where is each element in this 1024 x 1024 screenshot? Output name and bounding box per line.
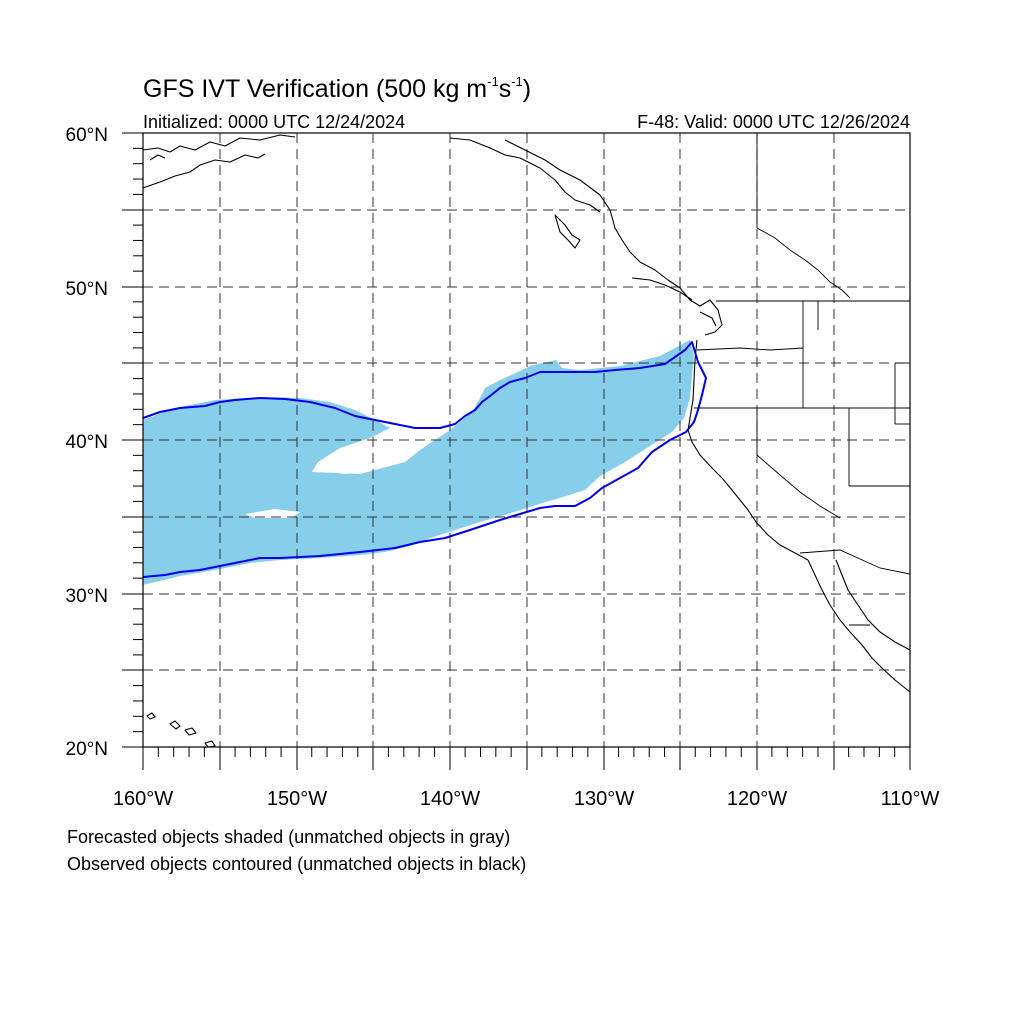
longitude-labels: 160°W 150°W 140°W 130°W 120°W 110°W — [113, 788, 940, 810]
forecast-ivt-object — [143, 340, 694, 585]
forecast-objects — [143, 340, 694, 585]
lon-label: 160°W — [113, 788, 173, 810]
lon-label: 130°W — [574, 788, 634, 810]
graticule — [143, 133, 910, 747]
lon-label: 120°W — [727, 788, 787, 810]
caption-observed: Observed objects contoured (unmatched ob… — [67, 854, 526, 874]
lat-label: 20°N — [66, 739, 108, 760]
political-boundaries — [694, 133, 911, 626]
valid-time: F-48: Valid: 0000 UTC 12/26/2024 — [637, 112, 910, 132]
latitude-labels: 20°N 30°N 40°N 50°N 60°N — [66, 125, 108, 760]
lat-label: 60°N — [66, 125, 108, 146]
observed-ivt-contour — [142, 341, 707, 578]
forecast-hole — [320, 438, 410, 474]
minor-tick-marks — [133, 147, 896, 757]
initialized-time: Initialized: 0000 UTC 12/24/2024 — [143, 112, 405, 132]
map-title: GFS IVT Verification (500 kg m-1s-1) — [143, 74, 531, 103]
tick-marks — [122, 132, 911, 770]
caption-forecast: Forecasted objects shaded (unmatched obj… — [67, 827, 510, 847]
coastlines — [142, 134, 911, 748]
lat-label: 50°N — [66, 279, 108, 300]
lon-label: 110°W — [881, 788, 940, 810]
forecast-hole-small — [245, 509, 300, 518]
lat-label: 40°N — [66, 432, 108, 453]
lon-label: 140°W — [420, 788, 480, 810]
lon-label: 150°W — [267, 788, 327, 810]
lat-label: 30°N — [66, 586, 108, 607]
